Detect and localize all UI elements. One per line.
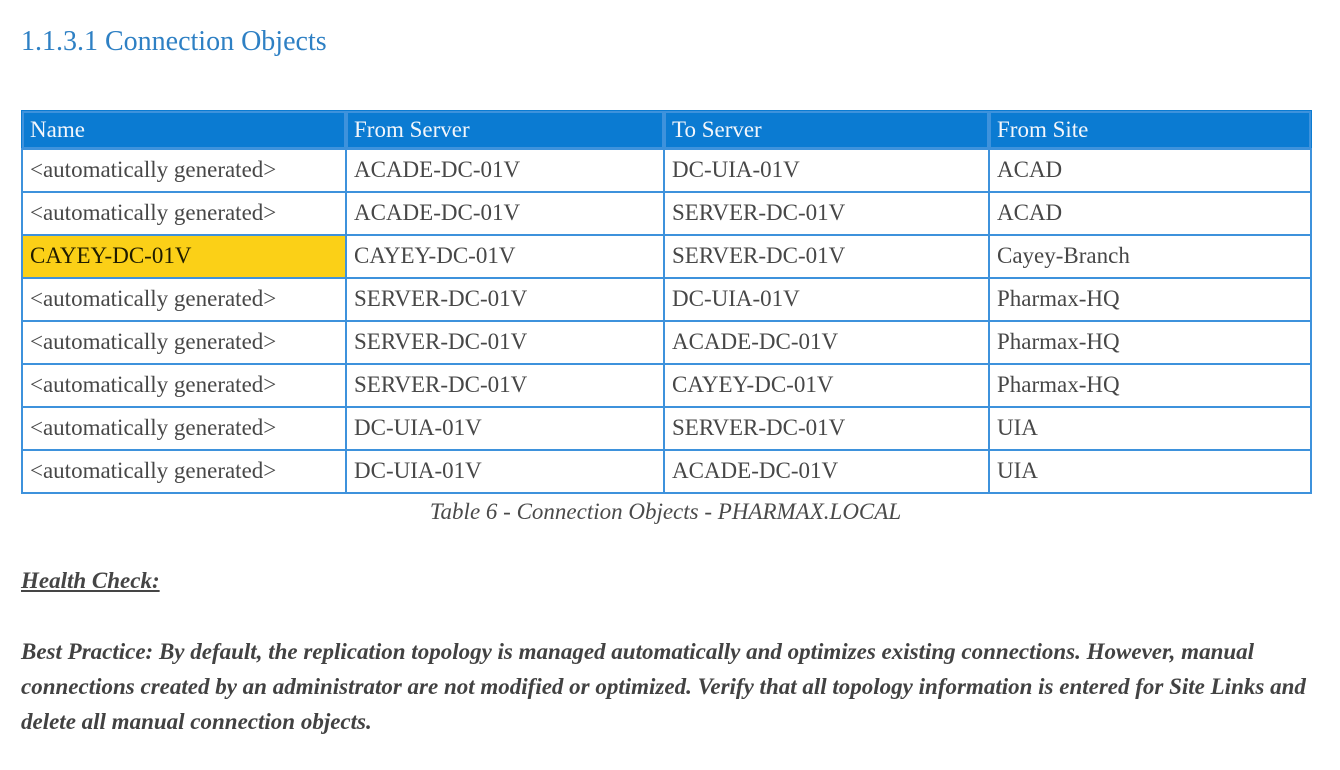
table-header-cell: To Server (663, 110, 990, 150)
table-cell: <automatically generated> (21, 148, 347, 193)
table-cell: DC-UIA-01V (663, 148, 990, 193)
table-cell: ACADE-DC-01V (345, 148, 665, 193)
table-header-cell: From Server (345, 110, 665, 150)
table-cell: SERVER-DC-01V (345, 277, 665, 322)
table-cell: SERVER-DC-01V (663, 191, 990, 236)
table-header-cell: Name (21, 110, 347, 150)
table-cell: DC-UIA-01V (345, 406, 665, 451)
table-cell: ACADE-DC-01V (663, 320, 990, 365)
health-check-label: Health Check: (21, 568, 160, 593)
table-cell: UIA (988, 406, 1312, 451)
table-cell: CAYEY-DC-01V (345, 234, 665, 279)
table-row: <automatically generated> ACADE-DC-01V DC-… (21, 148, 1312, 193)
table-cell: Pharmax-HQ (988, 277, 1312, 322)
table-cell: Pharmax-HQ (988, 320, 1312, 365)
table-header-cell: From Site (988, 110, 1312, 150)
table-cell: ACAD (988, 191, 1312, 236)
table-row: <automatically generated> SERVER-DC-01V AC… (21, 320, 1312, 365)
table-cell: <automatically generated> (21, 363, 347, 408)
table-cell: SERVER-DC-01V (663, 234, 990, 279)
table-cell: DC-UIA-01V (345, 449, 665, 494)
table-row: <automatically generated> ACADE-DC-01V SER… (21, 191, 1312, 236)
table-cell: CAYEY-DC-01V (663, 363, 990, 408)
table-cell: DC-UIA-01V (663, 277, 990, 322)
table-cell-highlighted: CAYEY-DC-01V (21, 234, 347, 279)
table-cell: UIA (988, 449, 1312, 494)
table-caption: Table 6 - Connection Objects - PHARMAX.L… (429, 499, 902, 524)
table-cell: SERVER-DC-01V (345, 363, 665, 408)
table-cell: ACAD (988, 148, 1312, 193)
table-row: CAYEY-DC-01V CAYEY-DC-01V SERVER-DC-01V Cay… (21, 234, 1312, 279)
table-cell: Pharmax-HQ (988, 363, 1312, 408)
table-cell: SERVER-DC-01V (663, 406, 990, 451)
table-row: <automatically generated> SERVER-DC-01V CA… (21, 363, 1312, 408)
table-cell: Cayey-Branch (988, 234, 1312, 279)
table-cell: <automatically generated> (21, 191, 347, 236)
table-row: <automatically generated> DC-UIA-01V SERVE… (21, 406, 1312, 451)
table-header-row: Name From Server To Server From Site (21, 110, 1312, 150)
table-row: <automatically generated> DC-UIA-01V ACADE… (21, 449, 1312, 494)
table-cell: <automatically generated> (21, 449, 347, 494)
connection-objects-table: Name From Server To Server From Site <autom… (21, 110, 1312, 494)
table-cell: SERVER-DC-01V (345, 320, 665, 365)
table-cell: ACADE-DC-01V (663, 449, 990, 494)
table-cell: <automatically generated> (21, 406, 347, 451)
table-cell: <automatically generated> (21, 320, 347, 365)
section-heading: 1.1.3.1 Connection Objects (21, 26, 327, 57)
table-row: <automatically generated> SERVER-DC-01V DC… (21, 277, 1312, 322)
table-cell: ACADE-DC-01V (345, 191, 665, 236)
table-body: <automatically generated> ACADE-DC-01V DC-… (21, 148, 1312, 494)
best-practice-paragraph: Best Practice: By default, the replicati… (21, 639, 1306, 734)
table-cell: <automatically generated> (21, 277, 347, 322)
